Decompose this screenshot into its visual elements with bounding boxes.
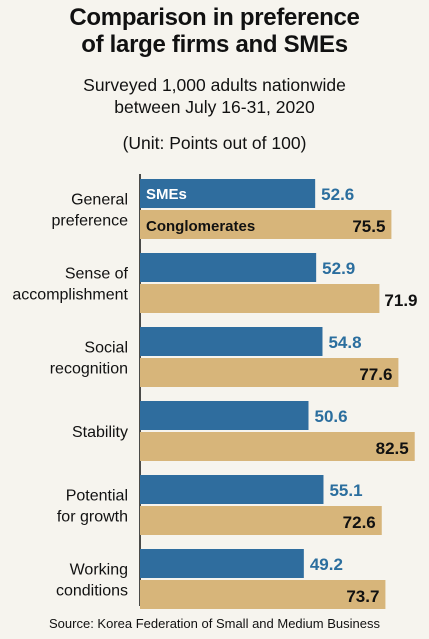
category-label: conditions: [56, 583, 128, 600]
bar-conglomerate: [140, 432, 415, 461]
bar-sme: [140, 327, 323, 356]
chart-title: Comparison in preference of large firms a…: [0, 4, 429, 58]
value-label-conglomerate: 77.6: [359, 365, 392, 384]
value-label-sme: 50.6: [314, 407, 347, 426]
category-label: recognition: [50, 361, 128, 378]
bar-sme: [140, 401, 309, 430]
bar-sme: [140, 253, 317, 282]
category-label: Sense of: [65, 266, 129, 283]
category-label: General: [71, 192, 128, 209]
category-label: Potential: [66, 488, 128, 505]
category-label: Stability: [72, 424, 128, 441]
value-label-sme: 55.1: [329, 481, 362, 500]
bar-sme: [140, 475, 324, 504]
category-label: accomplishment: [12, 287, 128, 304]
category-label: preference: [52, 213, 129, 230]
bar-conglomerate: [140, 284, 380, 313]
value-label-sme: 49.2: [310, 555, 343, 574]
value-label-conglomerate: 82.5: [376, 439, 409, 458]
category-label: Social: [84, 340, 128, 357]
legend-label-sme: SMEs: [146, 186, 187, 203]
bar-conglomerate: [140, 210, 392, 239]
bar-conglomerate: [140, 580, 386, 609]
subtitle-line-1: Surveyed 1,000 adults nationwide: [83, 75, 346, 95]
value-label-sme: 52.9: [322, 259, 355, 278]
unit-note: (Unit: Points out of 100): [122, 133, 307, 153]
subtitle-line-2: between July 16-31, 2020: [114, 97, 315, 117]
legend-label-conglomerate: Conglomerates: [146, 218, 255, 235]
bar-conglomerate: [140, 358, 399, 387]
source-note: Source: Korea Federation of Small and Me…: [49, 616, 380, 631]
bar-sme: [140, 549, 304, 578]
value-label-sme: 54.8: [328, 333, 361, 352]
bar-conglomerate: [140, 506, 382, 535]
value-label-conglomerate: 72.6: [343, 513, 376, 532]
category-label: Working: [70, 562, 128, 579]
bar-sme: [140, 179, 316, 208]
category-label: for growth: [57, 509, 128, 526]
value-label-conglomerate: 73.7: [346, 587, 379, 606]
value-label-conglomerate: 71.9: [384, 291, 417, 310]
value-label-sme: 52.6: [321, 185, 354, 204]
value-label-conglomerate: 75.5: [352, 217, 385, 236]
chart-title-text: Comparison in preference of large firms a…: [69, 4, 360, 58]
